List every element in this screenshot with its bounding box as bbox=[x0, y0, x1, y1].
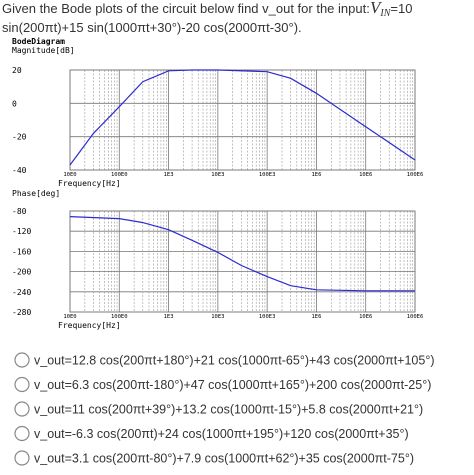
x-tick-label: 100E0 bbox=[111, 314, 128, 320]
x-tick-label: 10E6 bbox=[359, 314, 372, 320]
y-axis-label: Magnitude[dB] bbox=[12, 46, 75, 55]
symbol: V bbox=[370, 0, 383, 17]
x-tick-label: 100E6 bbox=[407, 314, 424, 320]
x-tick-label: 10E0 bbox=[63, 314, 76, 320]
y-tick-label: -80 bbox=[12, 207, 27, 216]
data-line bbox=[69, 216, 415, 292]
option-text[interactable]: v_out=12.8 cos(200πt+180°)+21 cos(1000πt… bbox=[34, 354, 435, 368]
radio-button[interactable] bbox=[14, 401, 30, 417]
question-text: Given the Bode plots of the circuit belo… bbox=[2, 1, 370, 16]
option-text[interactable]: v_out=6.3 cos(200πt-180°)+47 cos(1000πt+… bbox=[34, 378, 431, 392]
x-tick-label: 100E6 bbox=[407, 172, 424, 178]
subscript: IN bbox=[379, 8, 391, 19]
data-line bbox=[69, 69, 416, 166]
y-axis-label: Phase[deg] bbox=[12, 189, 60, 198]
y-tick-label: -200 bbox=[12, 268, 31, 277]
x-axis-label: Frequency[Hz] bbox=[58, 321, 121, 330]
y-tick-label: -120 bbox=[12, 227, 31, 236]
x-tick-label: 10E3 bbox=[211, 314, 224, 320]
y-tick-label: 20 bbox=[12, 66, 22, 75]
radio-button[interactable] bbox=[14, 450, 30, 466]
x-axis-label: Frequency[Hz] bbox=[58, 179, 121, 188]
x-tick-label: 1E3 bbox=[164, 314, 174, 320]
option-text[interactable]: v_out=11 cos(200πt+39°)+13.2 cos(1000πt-… bbox=[34, 403, 423, 417]
chart-title: BodeDiagram bbox=[12, 36, 65, 46]
plot-area bbox=[69, 210, 416, 313]
y-tick-label: -160 bbox=[12, 247, 31, 256]
y-tick-label: -280 bbox=[12, 308, 31, 317]
x-tick-label: 100E0 bbox=[111, 172, 128, 178]
y-tick-label: 0 bbox=[12, 99, 17, 108]
radio-button[interactable] bbox=[14, 352, 30, 368]
equals: =10 bbox=[390, 1, 412, 16]
y-tick-label: -20 bbox=[12, 133, 27, 142]
x-tick-label: 1E6 bbox=[311, 314, 321, 320]
x-tick-label: 100E3 bbox=[259, 172, 276, 178]
x-tick-label: 10E0 bbox=[63, 172, 76, 178]
x-tick-label: 10E3 bbox=[211, 172, 224, 178]
x-tick-label: 100E3 bbox=[259, 314, 276, 320]
radio-button[interactable] bbox=[14, 425, 30, 442]
option-text[interactable]: v_out=-6.3 cos(200πt)+24 cos(1000πt+195°… bbox=[34, 427, 409, 441]
option-text[interactable]: v_out=3.1 cos(200πt-80°)+7.9 cos(1000πt+… bbox=[34, 452, 414, 466]
question-symbol: VIN=10 bbox=[370, 0, 412, 19]
question-line2: sin(200πt)+15 sin(1000πt+30°)-20 cos(200… bbox=[2, 20, 302, 35]
y-tick-label: -240 bbox=[12, 288, 31, 297]
y-tick-label: -40 bbox=[12, 166, 27, 175]
x-tick-label: 10E6 bbox=[359, 172, 372, 178]
radio-button[interactable] bbox=[14, 376, 30, 393]
x-tick-label: 1E3 bbox=[164, 172, 174, 178]
x-tick-label: 1E6 bbox=[311, 172, 321, 178]
